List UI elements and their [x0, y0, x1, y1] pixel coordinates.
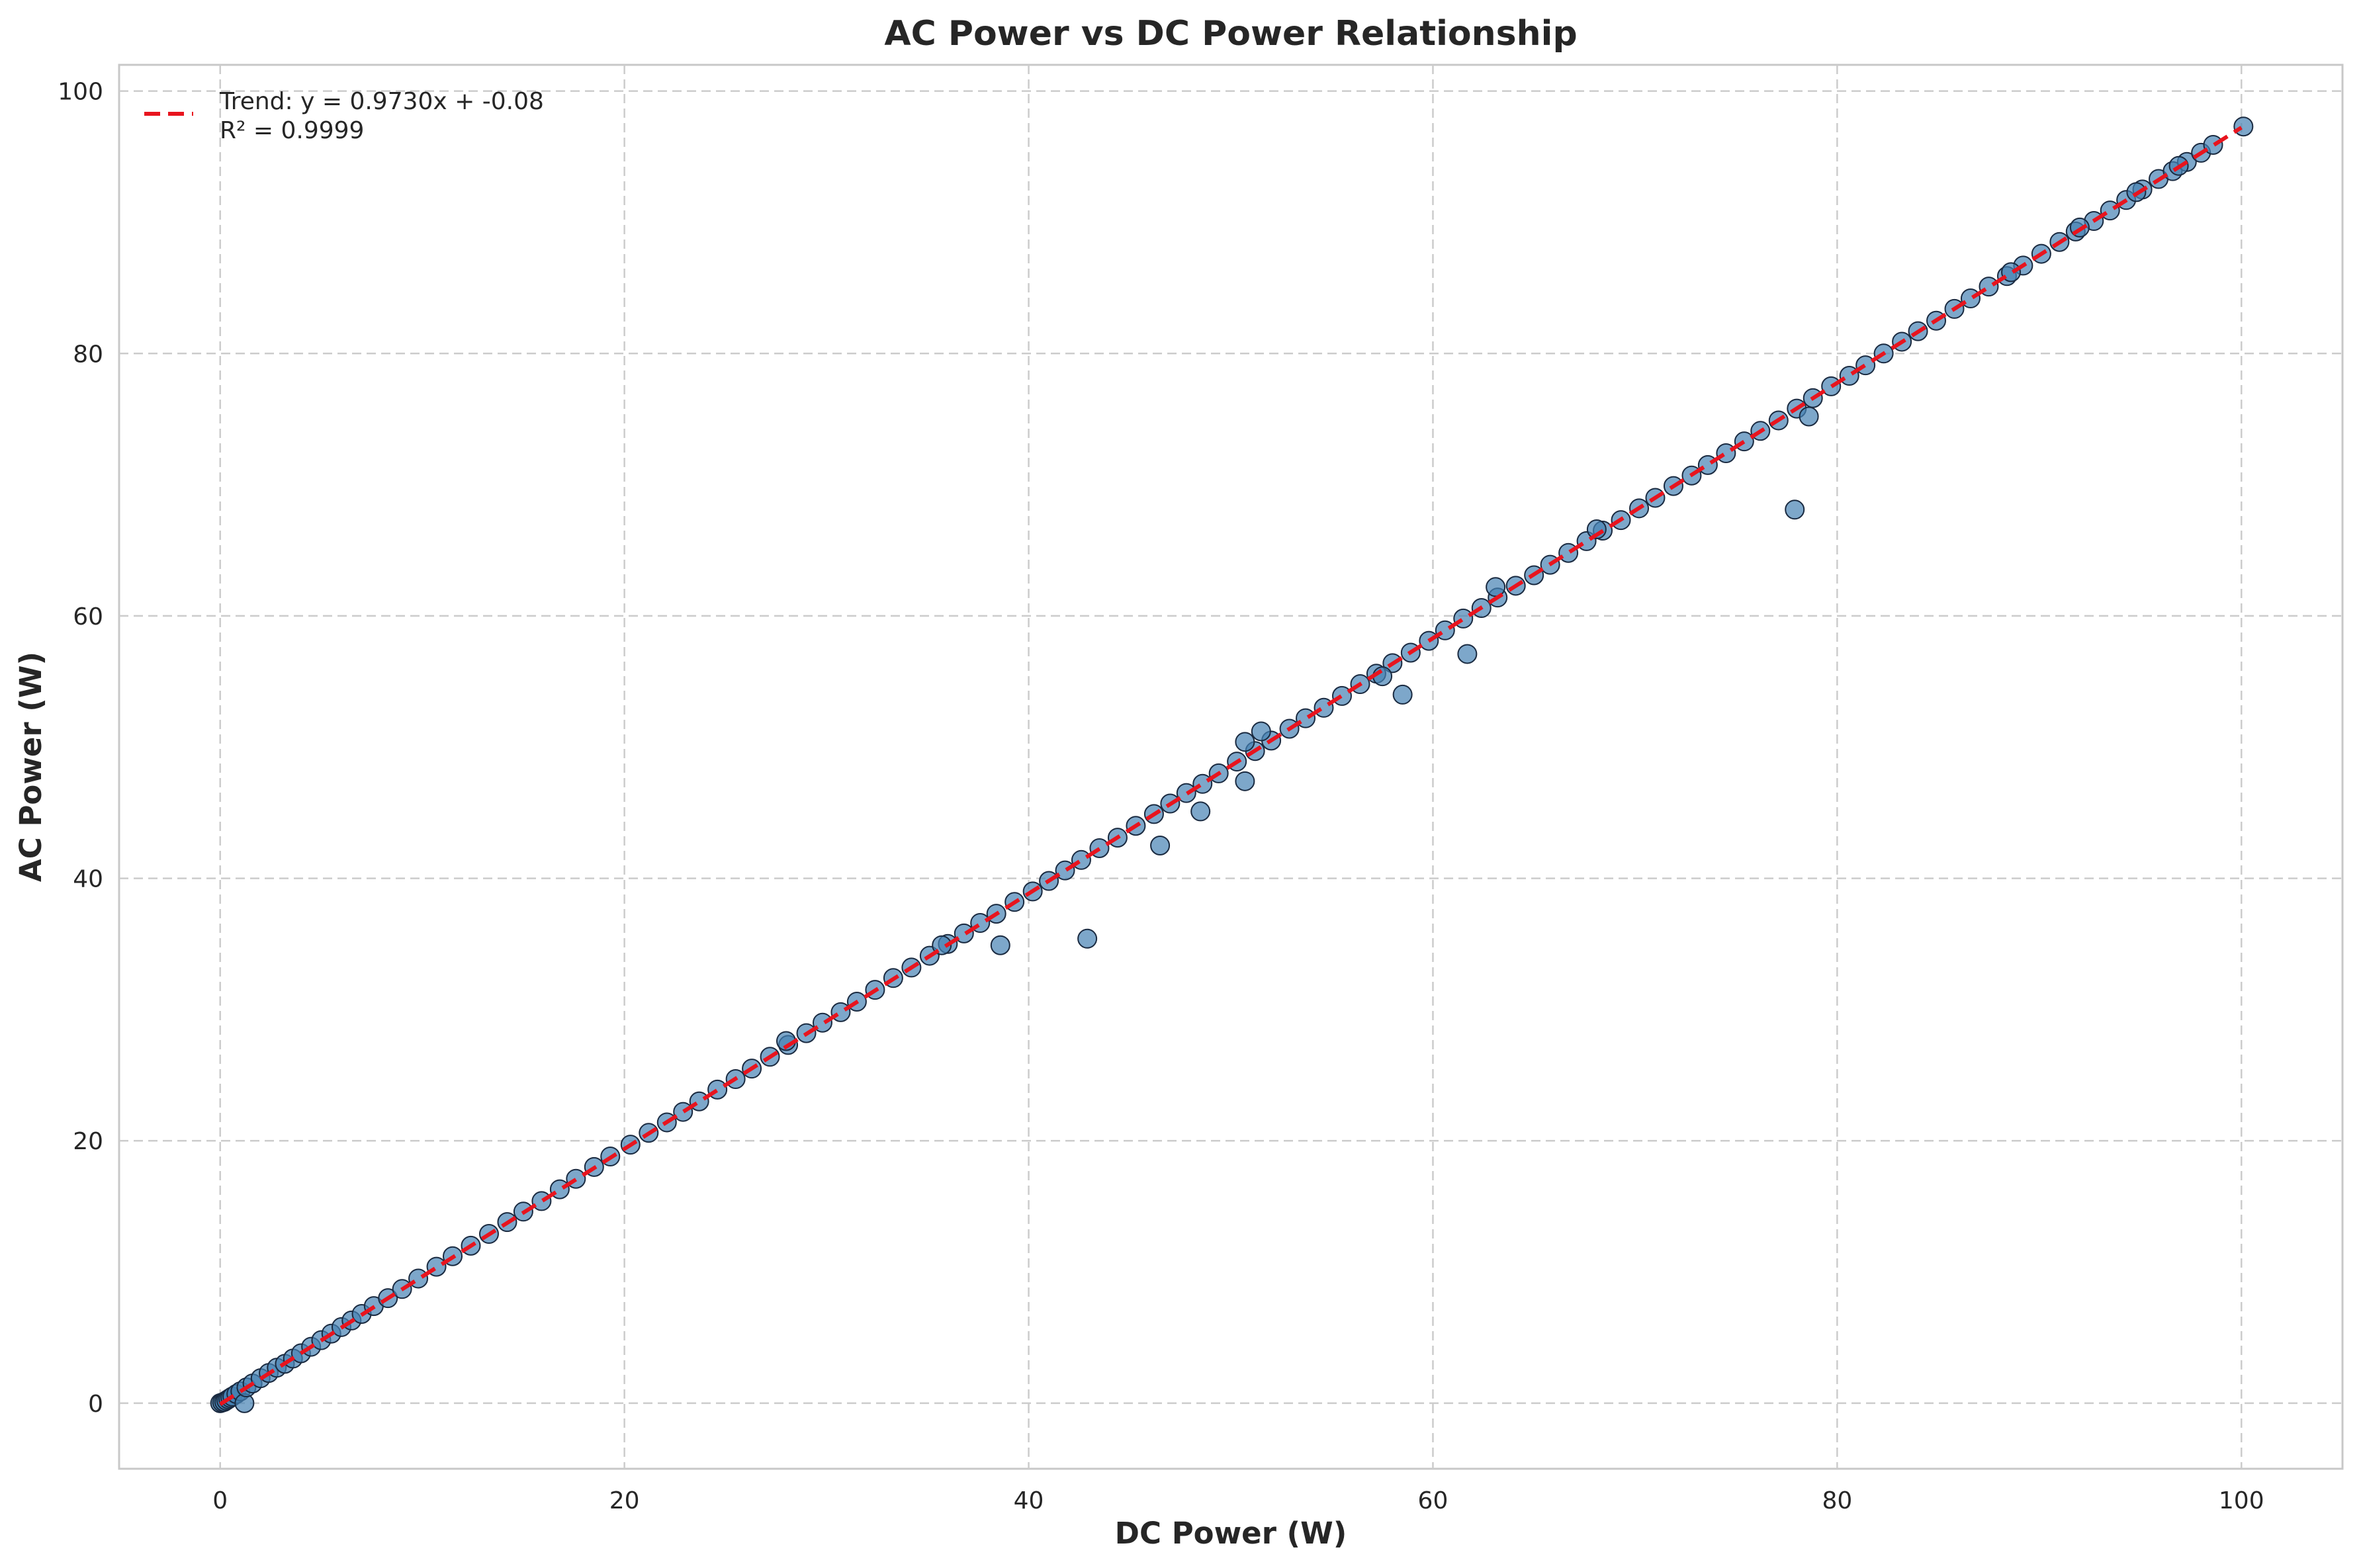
data-point — [1457, 644, 1478, 664]
data-point — [1077, 928, 1098, 949]
x-tick-label: 100 — [2219, 1487, 2264, 1514]
legend-trend-label: Trend: y = 0.9730x + -0.08 — [219, 88, 544, 115]
y-tick-label: 60 — [73, 603, 103, 631]
data-point — [1150, 835, 1171, 855]
x-tick-label: 20 — [609, 1487, 640, 1514]
y-tick-label: 0 — [88, 1391, 103, 1418]
y-axis-label: AC Power (W) — [13, 652, 48, 882]
legend-r2-label: R² = 0.9999 — [220, 117, 364, 144]
x-tick-label: 80 — [1822, 1487, 1852, 1514]
tick-labels: 0 20 40 60 80 100 0 20 40 60 80 100 — [58, 79, 2264, 1514]
x-tick-label: 40 — [1014, 1487, 1044, 1514]
y-tick-label: 40 — [73, 866, 103, 893]
data-point — [673, 1102, 693, 1122]
data-point — [1251, 721, 1271, 742]
data-point — [954, 923, 974, 943]
data-point — [2001, 262, 2022, 283]
data-point — [1235, 732, 1255, 752]
trend-line — [219, 126, 2243, 1406]
data-point — [990, 935, 1010, 955]
grid — [119, 65, 2342, 1469]
x-axis-label: DC Power (W) — [1115, 1516, 1347, 1551]
x-tick-label: 0 — [212, 1487, 228, 1514]
data-point — [1799, 406, 1819, 427]
y-tick-label: 20 — [73, 1128, 103, 1155]
legend: Trend: y = 0.9730x + -0.08 R² = 0.9999 — [144, 88, 544, 144]
data-point — [1392, 684, 1413, 705]
data-point — [1235, 771, 1255, 791]
y-tick-label: 80 — [73, 341, 103, 368]
x-tick-label: 60 — [1418, 1487, 1449, 1514]
data-point — [1176, 783, 1196, 803]
y-tick-label: 100 — [58, 79, 103, 106]
data-point — [2233, 116, 2254, 137]
chart-title: AC Power vs DC Power Relationship — [884, 14, 1577, 54]
data-point — [1785, 500, 1805, 520]
data-point — [1486, 577, 1506, 597]
data-point — [1190, 801, 1211, 822]
